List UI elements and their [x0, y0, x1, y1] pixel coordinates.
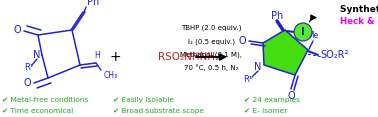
- Text: O: O: [238, 36, 246, 46]
- Text: O: O: [13, 25, 21, 35]
- Text: ✔ Time economical: ✔ Time economical: [2, 108, 73, 114]
- Text: Me: Me: [307, 31, 319, 40]
- Text: RSO₂NHNH₂: RSO₂NHNH₂: [158, 52, 219, 62]
- Text: SO₂R²: SO₂R²: [320, 50, 349, 60]
- Text: N: N: [33, 50, 41, 60]
- Text: ✔ Broad substrate scope: ✔ Broad substrate scope: [113, 108, 204, 114]
- Text: R¹: R¹: [243, 75, 253, 84]
- Text: Ph: Ph: [87, 0, 99, 7]
- Text: ✔ Easily Isolable: ✔ Easily Isolable: [113, 97, 174, 103]
- Text: Ph: Ph: [271, 11, 283, 21]
- Text: TBHP (2.0 equiv.): TBHP (2.0 equiv.): [181, 25, 241, 31]
- Text: Heck & Suzuki Coupling: Heck & Suzuki Coupling: [340, 18, 378, 26]
- Circle shape: [294, 23, 312, 41]
- Text: O: O: [287, 91, 295, 101]
- Text: +: +: [109, 50, 121, 64]
- Text: R¹: R¹: [24, 62, 34, 71]
- Polygon shape: [263, 30, 308, 75]
- Text: I: I: [301, 27, 305, 37]
- Text: O: O: [23, 78, 31, 88]
- Text: Methanol (0.1 M),: Methanol (0.1 M),: [180, 52, 242, 58]
- Text: Synthetic Extension: Synthetic Extension: [340, 5, 378, 15]
- Text: 70 °C, 0.5 h, N₂: 70 °C, 0.5 h, N₂: [184, 65, 238, 71]
- Text: I₂ (0.5 equiv.): I₂ (0.5 equiv.): [187, 39, 234, 45]
- Text: ✔ Metal-free conditions: ✔ Metal-free conditions: [2, 97, 88, 103]
- Text: ✔ 24 examples: ✔ 24 examples: [244, 97, 300, 103]
- Text: CH₃: CH₃: [104, 71, 118, 80]
- Text: N: N: [254, 62, 262, 72]
- Text: H: H: [94, 51, 100, 60]
- FancyArrowPatch shape: [309, 15, 316, 22]
- Text: ✔ E- Isomer: ✔ E- Isomer: [244, 108, 287, 114]
